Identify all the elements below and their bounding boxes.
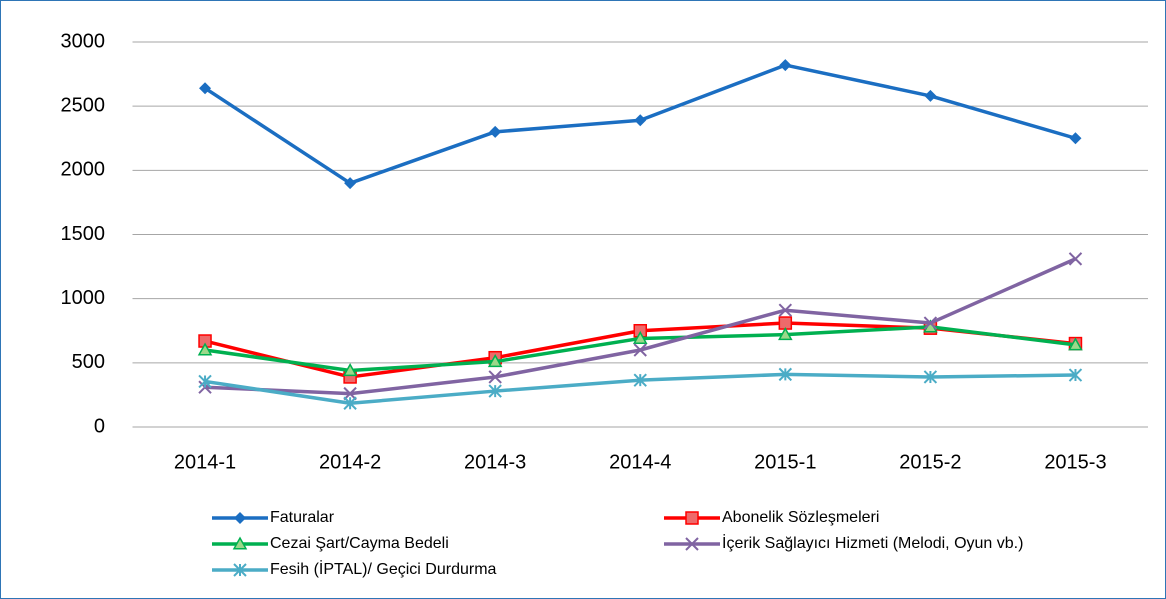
y-tick-label: 1500 [61,223,106,245]
data-point [343,386,357,401]
data-point [197,342,213,356]
data-point [778,367,793,382]
data-point [487,354,503,368]
data-point [343,396,357,410]
y-tick-label: 2500 [61,94,106,116]
data-point [1068,252,1083,266]
data-point [634,114,647,127]
legend-label: Abonelik Sözleşmeleri [722,509,879,526]
data-point [633,343,647,357]
x-tick-label: 2015-1 [754,451,816,473]
x-tick-label: 2014-1 [174,451,236,473]
legend-marker [685,511,699,525]
x-tick-label: 2014-4 [609,451,671,473]
data-point [924,89,937,102]
x-tick-label: 2015-3 [1044,451,1106,473]
data-point [778,303,793,317]
legend-marker [232,536,248,550]
data-point [488,384,502,398]
y-tick-label: 1000 [61,287,106,309]
x-tick-label: 2014-3 [464,451,526,473]
legend-label: İçerik Sağlayıcı Hizmeti (Melodi, Oyun v… [722,533,1023,552]
data-point [1068,368,1083,382]
legend-marker [233,563,247,577]
data-point [923,316,938,330]
data-point [198,374,212,389]
data-point [923,370,938,384]
data-point [1068,337,1083,351]
y-tick-label: 500 [72,351,105,373]
data-point [633,373,647,387]
data-point [488,370,502,384]
data-point [199,82,212,95]
legend-marker [234,512,246,524]
legend-label: Faturalar [270,509,335,526]
data-point [489,125,502,138]
y-tick-label: 0 [94,415,105,437]
data-point [1069,132,1082,145]
legend-marker [685,537,699,551]
x-tick-label: 2014-2 [319,451,381,473]
data-point [344,177,357,190]
data-point [342,362,358,377]
y-tick-label: 3000 [61,30,106,52]
data-point [632,330,648,344]
legend-label: Cezai Şart/Cayma Bedeli [270,535,449,552]
data-point [779,59,792,72]
x-tick-label: 2015-2 [899,451,961,473]
y-tick-label: 2000 [61,159,106,181]
data-point [778,327,793,341]
legend-label: Fesih (İPTAL)/ Geçici Durdurma [270,559,497,578]
